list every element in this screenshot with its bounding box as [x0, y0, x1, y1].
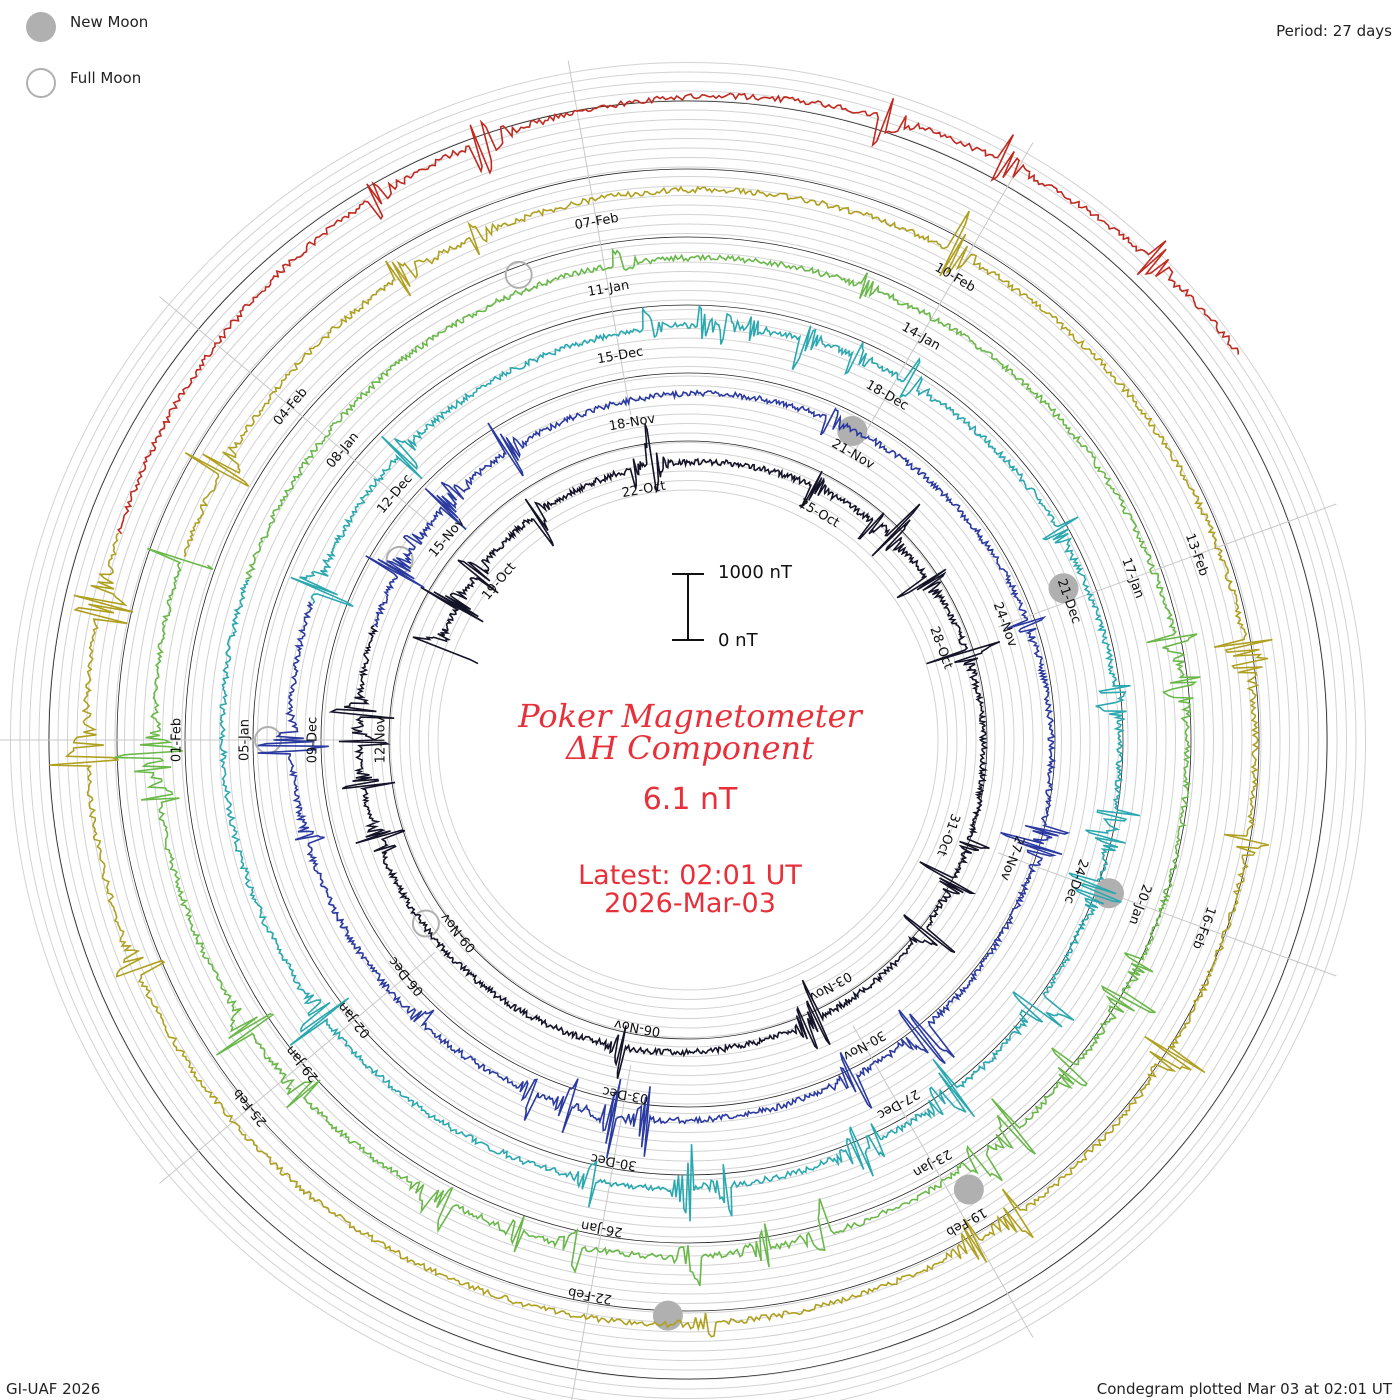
latest-date: 2026-Mar-03 — [604, 888, 776, 919]
day-spoke — [997, 852, 1337, 977]
legend-full-moon: Full Moon — [26, 68, 141, 98]
new-moon-marker — [1048, 573, 1079, 604]
date-label: 22-Oct — [621, 479, 667, 501]
legend-new-moon: New Moon — [26, 12, 148, 42]
scale-bar — [672, 573, 704, 641]
period-label: Period: 27 days — [1276, 22, 1392, 40]
date-label: 11-Jan — [587, 278, 631, 300]
day-spoke — [567, 60, 632, 416]
trace-cycle-6 — [117, 92, 1240, 535]
new-moon-icon — [26, 12, 56, 42]
baseline-ring — [388, 440, 988, 1040]
date-label: 30-Dec — [590, 1150, 638, 1173]
date-label: 13-Feb — [1182, 532, 1211, 579]
scale-bottom-label: 0 nT — [718, 630, 758, 651]
date-label: 12-Nov — [374, 716, 389, 763]
chart-title: Poker Magnetometer ΔH Component 6.1 nT — [440, 700, 940, 817]
trace-cycle-1 — [328, 423, 1001, 1079]
grid-ring — [380, 432, 996, 1048]
current-value: 6.1 nT — [642, 782, 738, 817]
date-label: 16-Feb — [1189, 904, 1218, 951]
date-label: 31-Oct — [933, 811, 962, 858]
trace-cycle-3 — [218, 304, 1141, 1222]
day-spoke — [571, 1064, 632, 1400]
scale-top-label: 1000 nT — [718, 562, 792, 583]
date-label: 30-Nov — [840, 1027, 888, 1063]
legend-new-moon-label: New Moon — [70, 13, 149, 31]
date-label: 22-Feb — [567, 1284, 613, 1306]
grid-ring — [399, 451, 977, 1029]
date-label: 03-Nov — [806, 968, 854, 1004]
date-label: 26-Jan — [580, 1217, 624, 1239]
grid-ring — [428, 480, 948, 1000]
trace-cycle-5 — [49, 185, 1273, 1338]
footer-plot-time: Condegram plotted Mar 03 at 02:01 UT — [1096, 1380, 1392, 1398]
latest-time: Latest: 02:01 UT — [578, 860, 802, 891]
date-label: 01-Feb — [170, 718, 185, 762]
date-label: 18-Dec — [863, 378, 911, 414]
grid-ring — [390, 442, 986, 1038]
date-label: 03-Dec — [601, 1083, 649, 1106]
trace-cycle-2 — [257, 389, 1071, 1159]
full-moon-icon — [26, 68, 56, 98]
new-moon-marker — [953, 1174, 984, 1205]
day-spoke — [852, 1025, 1034, 1338]
date-label: 09-Dec — [306, 717, 321, 763]
title-line-1: Poker Magnetometer — [518, 697, 862, 735]
grid-ring — [437, 489, 939, 991]
full-moon-marker — [504, 260, 533, 289]
footer-credit: GI-UAF 2026 — [6, 1380, 101, 1398]
date-label: 02-Jan — [335, 999, 373, 1041]
latest-update: Latest: 02:01 UT 2026-Mar-03 — [490, 862, 890, 918]
day-spoke — [852, 142, 1034, 455]
data-traces — [49, 92, 1273, 1338]
grid-ring — [418, 470, 958, 1010]
day-spokes — [0, 60, 1337, 1400]
trace-cycle-4 — [114, 247, 1201, 1287]
new-moon-marker — [837, 415, 868, 446]
date-label: 05-Jan — [238, 719, 253, 761]
title-line-2: ΔH Component — [565, 729, 815, 767]
legend-full-moon-label: Full Moon — [70, 69, 142, 87]
date-label: 15-Dec — [596, 344, 644, 367]
date-label: 18-Nov — [608, 411, 657, 434]
date-label: 20-Jan — [1125, 882, 1153, 927]
date-label: 29-Jan — [283, 1043, 321, 1085]
date-label: 25-Oct — [796, 496, 842, 531]
date-label: 06-Nov — [613, 1016, 662, 1039]
day-spoke — [997, 503, 1337, 628]
moon-phase-markers — [254, 260, 1124, 1331]
day-spoke — [159, 296, 436, 529]
full-moon-marker — [411, 909, 440, 938]
date-label: 14-Jan — [899, 320, 943, 354]
